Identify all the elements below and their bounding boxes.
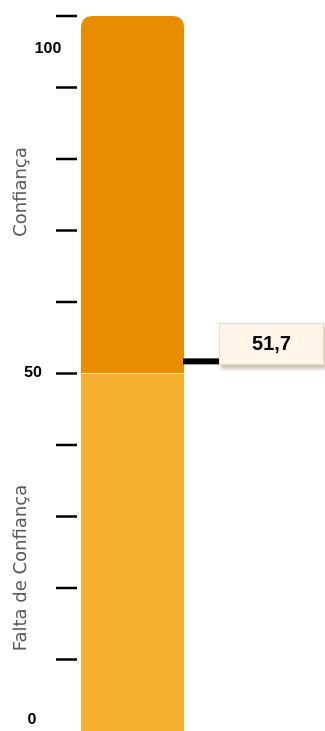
value-callout: 51,7 bbox=[219, 323, 324, 365]
axis-ticks bbox=[56, 14, 77, 661]
tick-label-50: 50 bbox=[24, 364, 42, 381]
tick-label-0: 0 bbox=[28, 711, 37, 728]
zone-label-falta-de-confianca: Falta de Confiança bbox=[10, 485, 31, 651]
gauge-zones bbox=[81, 16, 184, 731]
zone-label-confianca: Confiança bbox=[10, 147, 31, 237]
value-label: 51,7 bbox=[252, 332, 291, 355]
gauge-zone-0 bbox=[81, 16, 184, 374]
gauge-zone-1 bbox=[81, 373, 184, 731]
tick-label-100: 100 bbox=[35, 40, 62, 57]
